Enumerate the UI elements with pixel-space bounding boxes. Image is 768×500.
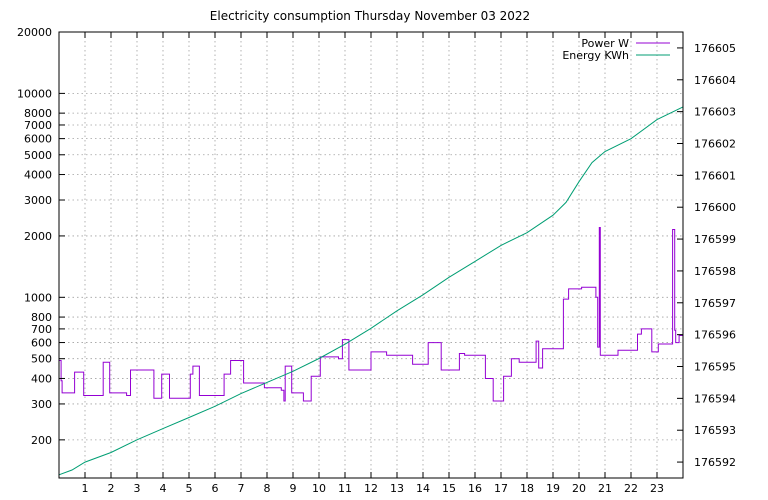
y2-tick-label: 176595 xyxy=(694,361,736,374)
y2-tick-label: 176602 xyxy=(694,138,736,151)
x-tick-label: 6 xyxy=(212,482,219,495)
y-tick-label: 6000 xyxy=(24,133,52,146)
y2-tick-label: 176596 xyxy=(694,329,736,342)
y-tick-label: 8000 xyxy=(24,107,52,120)
x-tick-label: 21 xyxy=(598,482,612,495)
grid-lines xyxy=(59,31,683,478)
y2-tick-label: 176605 xyxy=(694,42,736,55)
y2-tick-label: 176598 xyxy=(694,265,736,278)
y-tick-label: 2000 xyxy=(24,230,52,243)
series-layer xyxy=(58,106,684,476)
x-tick-label: 9 xyxy=(290,482,297,495)
y-tick-label: 200 xyxy=(31,434,52,447)
y2-tick-label: 176594 xyxy=(694,392,736,405)
x-tick-label: 13 xyxy=(390,482,404,495)
y-tick-label: 500 xyxy=(31,353,52,366)
y-tick-label: 400 xyxy=(31,372,52,385)
x-tick-label: 5 xyxy=(186,482,193,495)
y-tick-label: 7000 xyxy=(24,119,52,132)
y2-tick-label: 176603 xyxy=(694,106,736,119)
y-tick-label: 600 xyxy=(31,337,52,350)
series-line-energy xyxy=(58,106,684,476)
y-tick-label: 5000 xyxy=(24,149,52,162)
x-tick-label: 17 xyxy=(494,482,508,495)
x-tick-label: 1 xyxy=(82,482,89,495)
series-line-power xyxy=(59,227,684,402)
x-tick-label: 10 xyxy=(312,482,326,495)
legend-label-energy: Energy KWh xyxy=(562,49,629,62)
x-tick-label: 15 xyxy=(442,482,456,495)
x-tick-label: 14 xyxy=(416,482,430,495)
y2-tick-label: 176592 xyxy=(694,456,736,469)
y2-tick-label: 176601 xyxy=(694,169,736,182)
y2-tick-label: 176600 xyxy=(694,201,736,214)
y2-tick-label: 176597 xyxy=(694,297,736,310)
y-tick-label: 700 xyxy=(31,323,52,336)
legend: Power W Energy KWh xyxy=(562,37,670,62)
y-tick-label: 20000 xyxy=(17,26,52,39)
y-tick-label: 3000 xyxy=(24,194,52,207)
chart-title: Electricity consumption Thursday Novembe… xyxy=(210,9,530,23)
y-tick-label: 300 xyxy=(31,398,52,411)
x-tick-label: 2 xyxy=(108,482,115,495)
axis-ticks: 1 2 3 4 5 6 7 8 9 10 11 12 13 14 15 16 17 18 19 20 21 22 23200… xyxy=(17,26,736,495)
y2-tick-label: 176604 xyxy=(694,74,736,87)
x-tick-label: 20 xyxy=(572,482,586,495)
x-tick-label: 12 xyxy=(364,482,378,495)
y-tick-label: 1000 xyxy=(24,291,52,304)
x-tick-label: 18 xyxy=(520,482,534,495)
x-tick-label: 3 xyxy=(134,482,141,495)
legend-label-power: Power W xyxy=(581,37,629,50)
x-tick-label: 22 xyxy=(624,482,638,495)
x-tick-label: 11 xyxy=(338,482,352,495)
x-tick-label: 23 xyxy=(650,482,664,495)
y-tick-label: 800 xyxy=(31,311,52,324)
x-tick-label: 16 xyxy=(468,482,482,495)
x-tick-label: 4 xyxy=(160,482,167,495)
y2-tick-label: 176599 xyxy=(694,233,736,246)
y-tick-label: 10000 xyxy=(17,87,52,100)
y-tick-label: 4000 xyxy=(24,169,52,182)
x-tick-label: 8 xyxy=(264,482,271,495)
y2-tick-label: 176593 xyxy=(694,424,736,437)
x-tick-label: 7 xyxy=(238,482,245,495)
x-tick-label: 19 xyxy=(546,482,560,495)
